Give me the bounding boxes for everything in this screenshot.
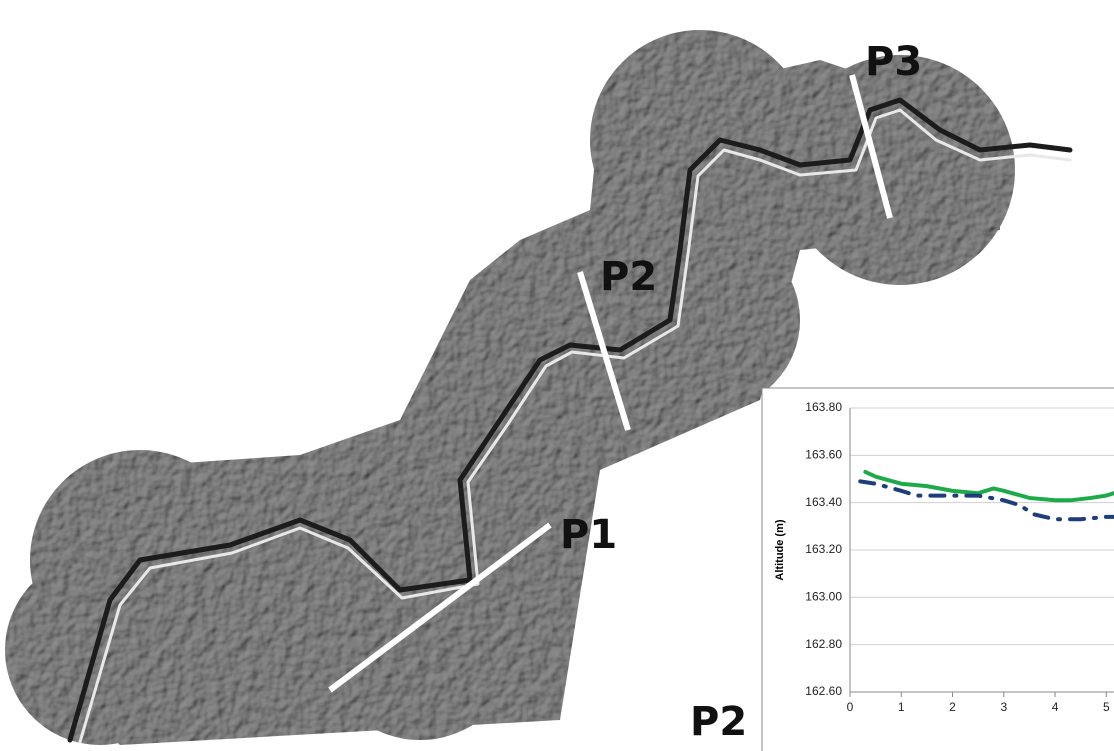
x-tick-label: 4 (1052, 700, 1059, 714)
y-tick-label: 162.80 (805, 637, 842, 651)
x-tick-label: 5 (1103, 700, 1110, 714)
figure: P1 P2 P3 P2 162.60 162.80 163.00 163.20 163.… (0, 0, 1114, 751)
x-tick-label: 3 (1000, 700, 1007, 714)
inset-chart: 162.60 162.80 163.00 163.20 163.40 163.60 163.… (762, 388, 1114, 751)
x-tick-label: 1 (898, 700, 905, 714)
y-tick-label: 163.60 (805, 448, 842, 462)
x-tick-label: 2 (949, 700, 956, 714)
profile-label: P3 (865, 39, 922, 85)
y-tick-label: 163.80 (805, 400, 842, 414)
y-tick-label: 163.00 (805, 590, 842, 604)
profile-label: P1 (560, 512, 617, 558)
profile-label: P2 (600, 254, 657, 300)
y-tick-label: 163.40 (805, 495, 842, 509)
x-tick-label: 0 (847, 700, 854, 714)
y-tick-label: 162.60 (805, 684, 842, 698)
y-axis-label: Altitude (m) (774, 519, 786, 580)
y-tick-label: 163.20 (805, 542, 842, 556)
inset-label: P2 (690, 699, 747, 745)
